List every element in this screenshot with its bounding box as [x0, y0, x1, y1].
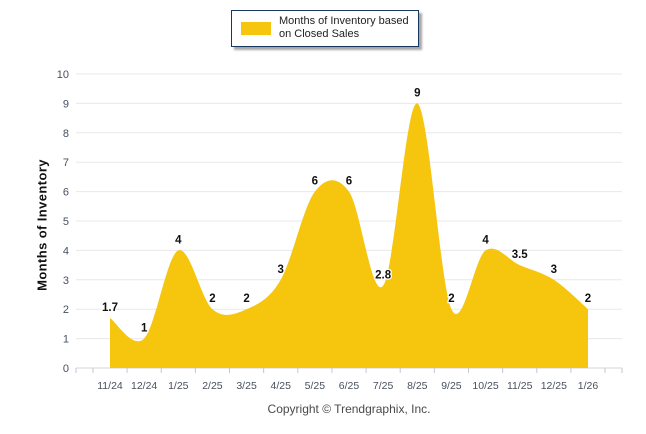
svg-text:9/25: 9/25 [441, 380, 462, 392]
svg-text:11/25: 11/25 [507, 380, 533, 392]
legend: Months of Inventory based on Closed Sale… [231, 10, 419, 47]
svg-text:5/25: 5/25 [305, 380, 326, 392]
svg-text:12/25: 12/25 [541, 380, 567, 392]
svg-text:1/25: 1/25 [168, 380, 189, 392]
svg-text:4: 4 [482, 234, 489, 246]
svg-text:2: 2 [209, 293, 215, 305]
svg-text:2: 2 [63, 304, 69, 316]
svg-text:8/25: 8/25 [407, 380, 428, 392]
svg-text:1/26: 1/26 [578, 380, 599, 392]
svg-text:2: 2 [585, 293, 591, 305]
svg-text:7/25: 7/25 [373, 380, 394, 392]
svg-text:6/25: 6/25 [339, 380, 360, 392]
svg-text:2: 2 [448, 293, 454, 305]
x-axis-labels: 11/24 12/24 1/25 2/25 3/25 4/25 5/25 6/25 7/25 8/… [97, 380, 598, 392]
svg-text:3/25: 3/25 [236, 380, 257, 392]
y-axis-labels: 0 1 2 3 4 5 6 7 8 9 10 [57, 69, 69, 375]
svg-text:3.5: 3.5 [512, 249, 529, 261]
svg-text:7: 7 [63, 157, 69, 169]
svg-text:8: 8 [63, 128, 69, 140]
svg-text:9: 9 [414, 87, 420, 99]
svg-text:4: 4 [175, 234, 182, 246]
svg-text:2: 2 [243, 293, 249, 305]
svg-text:9: 9 [63, 98, 69, 110]
svg-text:10: 10 [57, 69, 69, 81]
svg-text:10/25: 10/25 [472, 380, 498, 392]
svg-text:4: 4 [63, 245, 69, 257]
svg-text:0: 0 [63, 363, 69, 375]
svg-text:1: 1 [63, 334, 69, 346]
svg-text:3: 3 [278, 264, 284, 276]
area-series [110, 103, 588, 368]
x-axis-ticks [75, 368, 623, 373]
svg-text:6: 6 [346, 176, 352, 188]
data-labels: 1.7 1 4 2 2 3 6 6 2.8 9 2 4 3.5 3 2 [101, 86, 593, 336]
svg-text:3: 3 [551, 264, 557, 276]
svg-text:2/25: 2/25 [202, 380, 223, 392]
legend-swatch-icon [241, 21, 271, 35]
svg-text:11/24: 11/24 [97, 380, 123, 392]
svg-text:1: 1 [141, 323, 148, 335]
svg-text:2.8: 2.8 [375, 270, 392, 282]
legend-label: Months of Inventory based on Closed Sale… [279, 15, 409, 40]
y-axis-title: Months of Inventory [34, 159, 50, 291]
svg-text:3: 3 [63, 275, 69, 287]
svg-text:5: 5 [63, 216, 69, 228]
svg-text:6: 6 [312, 176, 318, 188]
svg-text:12/24: 12/24 [131, 380, 157, 392]
svg-text:6: 6 [63, 187, 69, 199]
svg-text:1.7: 1.7 [102, 302, 118, 314]
copyright-text: Copyright © Trendgraphix, Inc. [267, 402, 431, 416]
svg-text:4/25: 4/25 [270, 380, 291, 392]
